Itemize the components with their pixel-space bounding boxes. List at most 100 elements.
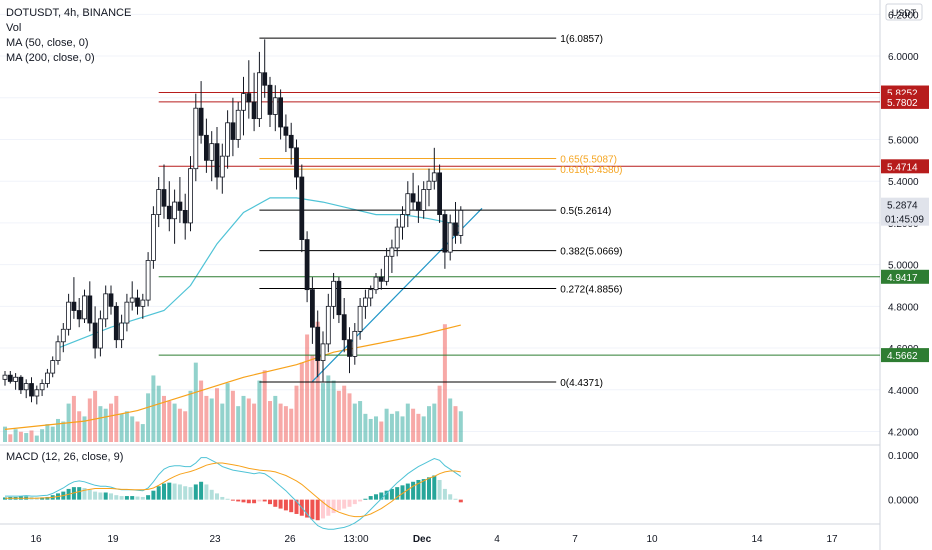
macd-histogram-bar [448,494,453,500]
volume-bar [209,398,214,442]
price-levels: 1(6.0857) 0.65(5.5087)0.618(5.4580) 0.5(5.… [158,34,880,389]
time-axis[interactable]: 16 19 23 26 13:00 Dec 4 7 10 14 17 [30,534,838,545]
price-tick-label: 4.8000 [888,302,919,313]
candle-body [193,107,199,170]
volume-bar [374,416,378,442]
macd-histogram-bar [225,498,230,500]
macd-histogram-bar [416,479,421,500]
candle-body [55,341,61,361]
volume-bar [24,433,29,442]
volume-bar [3,426,7,442]
macd-histogram-bar [241,499,246,503]
candle-body [23,383,29,391]
macd-histogram-bar [124,496,129,500]
candle-body [2,374,8,380]
macd-histogram-bar [252,499,257,504]
macd-histogram-bar [172,483,177,500]
price-axis[interactable]: USDT6.20006.00005.80005.60005.40005.2000… [881,0,932,550]
candle-body [50,360,56,374]
candle-body [426,180,432,190]
candle-body [347,339,352,357]
candle-body [389,247,395,257]
symbol-line: DOTUSDT, 4h, BINANCE [6,7,132,19]
candle-body [272,97,278,115]
volume-bar [93,390,98,442]
candle-body [325,305,331,345]
macd-histogram-bar [315,499,320,521]
volume-bar [342,385,347,442]
volume-bar [199,380,204,442]
macd-histogram-bar [103,492,108,500]
candle-body [150,214,156,261]
candle-body [209,143,215,161]
candle-body [214,143,220,178]
candle-body [124,301,130,324]
indicator-vol[interactable]: Vol [6,22,22,34]
last-price-tag [881,197,929,226]
candle-body [76,310,82,320]
candle-body [415,201,421,211]
candle-body [172,201,178,220]
volume-bar [162,395,166,442]
volume-bar [215,388,219,442]
candle-body [135,297,140,307]
macd-histogram-bar [400,485,405,500]
macd-histogram-bar [305,499,310,518]
price-tick-label: 4.4000 [888,386,919,397]
candle-body [161,189,167,207]
time-tick-label: Dec [413,534,432,545]
indicator-ma50[interactable]: MA (50, close, 0) [6,37,89,49]
volume-bar [124,411,129,442]
level-price-tag [881,94,929,109]
macd-histogram-bar [146,495,151,500]
chart-legend: DOTUSDT, 4h, BINANCE Vol MA (50, close, … [6,6,131,66]
candle-body [71,301,77,311]
candle-body [119,322,124,341]
fib-label: 0.618(5.4580) [560,165,622,176]
candle-body [177,201,183,211]
time-tick-label: 17 [826,534,838,545]
macd-histogram-bar [283,499,288,511]
macd-histogram-bar [363,498,368,500]
volume-bar [278,403,283,442]
candle-body [384,255,390,282]
volume-bar [395,411,400,442]
macd-histogram-bar [82,488,87,500]
macd-histogram-bar [193,484,198,500]
macd-histogram-bar [246,499,251,504]
volume-bar [336,390,341,442]
macd-histogram-bar [427,477,431,500]
fib-label: 0.382(5.0669) [560,247,622,258]
volume-bar [437,385,442,442]
macd-histogram-bar [93,491,98,500]
candle-body [230,122,236,140]
macd-histogram-bar [442,488,447,500]
volume-bar [50,426,55,442]
fib-label: 0(4.4371) [560,378,603,389]
last-price-text: 5.2874 [887,201,918,212]
indicator-ma200[interactable]: MA (200, close, 0) [6,52,95,64]
volume-bar [358,401,363,442]
volume-bar [167,401,172,442]
macd-histogram-bar [294,499,299,514]
macd-line [5,457,462,530]
macd-histogram-bar [130,496,135,500]
macd-histogram-bar [395,487,400,500]
volume-bar [411,408,416,442]
macd-histogram-bar [119,496,124,500]
volume-bar [236,406,241,442]
volume-bar [331,380,336,442]
candle-body [34,389,40,397]
volume-bar [177,408,182,442]
macd-legend[interactable]: MACD (12, 26, close, 9) [6,451,124,463]
ma50-line [57,197,462,349]
candle-body [288,134,294,149]
candle-body [352,330,358,357]
volume-bar [252,403,257,442]
macd-histogram-bar [437,479,442,500]
time-tick-label: 10 [646,534,658,545]
time-tick-label: 13:00 [343,534,368,545]
volume-bar [294,385,299,442]
macd-signal-line [5,462,461,518]
